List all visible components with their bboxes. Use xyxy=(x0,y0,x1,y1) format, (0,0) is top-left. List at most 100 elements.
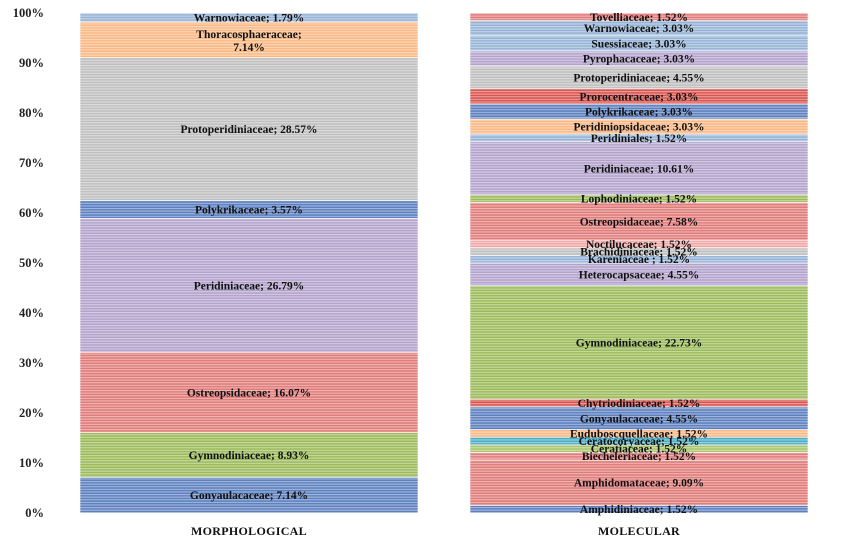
segment-labels: Gonyaulacaceae; 7.14% Gymnodiniaceae; 8.9… xyxy=(180,12,708,516)
bar-segment-texture xyxy=(470,437,808,445)
segment-label: Gymnodiniaceae; 22.73% xyxy=(576,338,703,350)
bar-segment xyxy=(469,103,809,120)
segment-label: Chytriodiniaceae; 1.52% xyxy=(578,398,701,410)
bar-segment xyxy=(469,65,809,90)
bar-segment xyxy=(79,218,419,353)
bar-segment-texture xyxy=(470,194,808,203)
segment-label: Biecheleriaceae; 1.52% xyxy=(582,451,696,463)
bar-segment-texture xyxy=(80,57,418,201)
bar-segment-texture xyxy=(80,218,418,353)
bar-segment-texture xyxy=(470,240,808,248)
bar-segment-texture xyxy=(470,406,808,430)
bar-segment-texture xyxy=(470,452,808,460)
segment-label: Prorocentraceae; 3.03% xyxy=(580,91,699,103)
bar-segment-texture xyxy=(470,247,808,256)
bar-segment-texture xyxy=(80,477,418,513)
bar-segment-texture xyxy=(470,202,808,241)
y-tick-label: 0% xyxy=(25,506,44,520)
segment-label: Polykrikaceae; 3.57% xyxy=(195,204,303,216)
segment-label-line2: 7.14% xyxy=(233,42,265,54)
bar-segment xyxy=(469,118,809,135)
bar-segment xyxy=(79,21,419,58)
segment-label: Euduboscquellaceae; 1.52% xyxy=(570,428,708,440)
segment-label: Kareniaceae ; 1.52% xyxy=(588,254,690,266)
y-axis: 0% 10% 20% 30% 40% 50% 60% 70% 80% 90% 100% xyxy=(13,6,44,520)
segment-label: Ostreopsidaceae; 16.07% xyxy=(187,387,311,399)
segment-label: Peridiniaceae; 26.79% xyxy=(194,280,305,292)
x-axis: MORPHOLOGICAL MOLECULAR xyxy=(191,524,680,538)
segment-label: Warnowiaceae; 1.79% xyxy=(194,12,305,24)
segment-label: Suessiaceae; 3.03% xyxy=(591,38,686,50)
bar-segment-texture xyxy=(80,21,418,58)
bar-segment-texture xyxy=(470,50,808,67)
bar-segment xyxy=(469,12,809,21)
bars xyxy=(79,12,809,514)
segment-label: Lophodiniaceae; 1.52% xyxy=(581,194,697,206)
y-tick-label: 100% xyxy=(13,6,44,20)
x-category-label: MORPHOLOGICAL xyxy=(191,524,307,538)
bar-segment-texture xyxy=(470,255,808,263)
bar-segment xyxy=(469,35,809,52)
segment-label: Ostreopsidaceae; 7.58% xyxy=(580,216,699,228)
y-tick-label: 20% xyxy=(19,406,44,420)
segment-label: Peridiniales; 1.52% xyxy=(591,133,687,145)
bar-segment-texture xyxy=(80,13,418,22)
bar-segment xyxy=(469,285,809,400)
segment-label: Noctilucaceae; 1.52% xyxy=(586,239,692,251)
segment-label: Ceratiaceae; 1.52% xyxy=(591,444,687,456)
bar-segment xyxy=(79,351,419,433)
bar-segment xyxy=(469,262,809,287)
bar-segment-texture xyxy=(470,399,808,407)
segment-label: Amphidomataceae; 9.09% xyxy=(574,478,704,490)
segment-label: Pyrophacaceae; 3.03% xyxy=(583,53,695,65)
segment-label: Peridiniaceae; 10.61% xyxy=(584,163,695,175)
bar-segment xyxy=(469,202,809,241)
y-tick-label: 30% xyxy=(19,356,44,370)
y-tick-label: 90% xyxy=(19,56,44,70)
segment-label: Brachidiniaceae; 1.52% xyxy=(580,247,698,259)
bar-segment-texture xyxy=(470,103,808,120)
segment-label: Warnowiaceae; 3.03% xyxy=(584,23,695,35)
y-tick-label: 50% xyxy=(19,256,44,270)
y-tick-label: 60% xyxy=(19,206,44,220)
bar-segment-texture xyxy=(470,459,808,506)
bar-segment-texture xyxy=(470,429,808,438)
bar-segment-texture xyxy=(470,505,808,513)
segment-label: Heterocapsaceae; 4.55% xyxy=(579,269,700,281)
segment-label: Tovelliaceae; 1.52% xyxy=(590,12,688,24)
bar-segment-texture xyxy=(470,444,808,453)
bar-segment-texture xyxy=(470,263,808,286)
bar-segment-texture xyxy=(80,200,418,219)
segment-label: Amphidiniaceae; 1.52% xyxy=(580,504,698,516)
y-tick-label: 40% xyxy=(19,306,44,320)
bar-segment-texture xyxy=(470,88,808,104)
segment-label: Gonyaulacaceae; 4.55% xyxy=(580,413,698,425)
bar-segment-texture xyxy=(470,20,808,36)
segment-label: Gonyaulacaceae; 7.14% xyxy=(190,490,308,502)
bar-segment-texture xyxy=(470,35,808,51)
bar-segment xyxy=(79,12,419,23)
bar-segment xyxy=(79,476,419,514)
bar-segment-texture xyxy=(470,119,808,135)
x-category-label: MOLECULAR xyxy=(598,524,680,538)
bar-segment-texture xyxy=(470,134,808,142)
bar-segment-texture xyxy=(470,66,808,89)
bar-segment-texture xyxy=(80,432,418,478)
segment-label: Thoracosphaeraceae; xyxy=(196,29,301,41)
bar-segment-texture xyxy=(80,352,418,433)
bar-segment xyxy=(79,200,419,219)
bar-segment-texture xyxy=(470,13,808,21)
bar-segment xyxy=(79,57,419,201)
segment-label: Peridiniopsidaceae; 3.03% xyxy=(574,122,705,134)
segment-label: Ceratocoryaceae; 1.52% xyxy=(579,436,700,448)
bar-segment xyxy=(469,406,809,430)
bar-segment xyxy=(469,20,809,37)
segment-label: Protoperidiniaceae; 28.57% xyxy=(180,124,317,136)
y-tick-label: 70% xyxy=(19,156,44,170)
segment-label: Polykrikaceae; 3.03% xyxy=(585,106,693,118)
bar-segment-texture xyxy=(470,285,808,400)
bar-segment-texture xyxy=(470,141,808,195)
segment-label: Protoperidiniaceae; 4.55% xyxy=(573,72,704,84)
bar-segment xyxy=(469,459,809,506)
